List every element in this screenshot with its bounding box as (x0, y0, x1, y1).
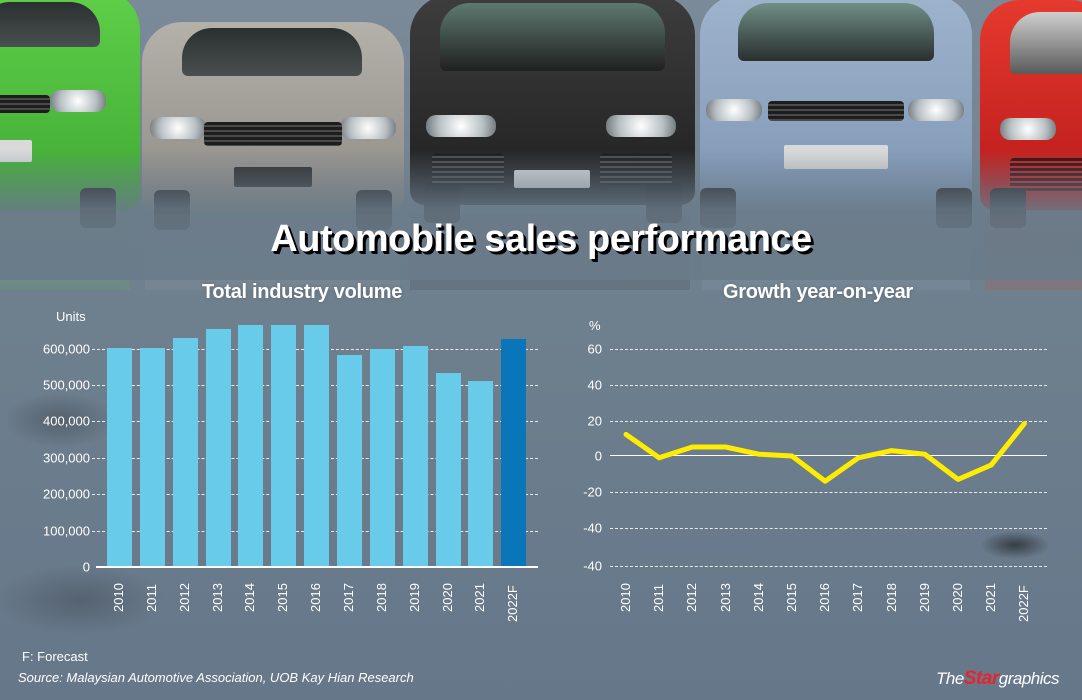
bar-forecast (501, 338, 527, 566)
left-y-tick-label: 500,000 (43, 377, 90, 393)
left-chart-subtitle: Total industry volume (202, 281, 403, 303)
right-x-tick-label: 2011 (651, 584, 667, 612)
logo-graphics: graphics (998, 669, 1060, 688)
right-zero-line (610, 455, 1047, 456)
right-gridline (610, 566, 1047, 567)
cars-illustration (0, 0, 1082, 290)
right-x-tick-label: 2019 (916, 583, 932, 612)
right-y-tick-label: -40 (583, 520, 602, 536)
bar (402, 346, 428, 566)
left-x-axis-line (96, 566, 538, 568)
right-y-tick-label: -40 (583, 558, 602, 574)
logo-the: The (936, 669, 964, 688)
left-y-tick-label: 0 (82, 559, 90, 575)
right-gridline (610, 528, 1047, 529)
right-y-tick-label: 0 (594, 448, 602, 464)
cars-fade-overlay (0, 150, 1082, 280)
bar (435, 373, 461, 566)
thestar-graphics-logo: TheStargraphics (936, 668, 1060, 690)
right-gridline (610, 348, 1047, 350)
right-y-axis-unit: % (589, 318, 601, 333)
right-x-tick-label: 2017 (850, 583, 866, 612)
bar (468, 380, 494, 566)
right-y-tick-label: 40 (587, 377, 602, 392)
right-x-tick-label: 2010 (618, 583, 633, 612)
bar (172, 338, 198, 566)
infographic-title: Automobile sales performance (270, 218, 812, 260)
right-x-tick-label: 2020 (950, 583, 965, 612)
bar (304, 324, 330, 566)
bar (139, 347, 165, 566)
right-x-tick-label: 2012 (684, 583, 700, 612)
left-y-tick-label: 300,000 (43, 450, 90, 466)
right-x-tick-label: 2014 (750, 583, 766, 612)
right-y-tick-label: 60 (587, 341, 602, 356)
left-y-axis-unit: Units (56, 309, 86, 324)
bar (107, 347, 132, 566)
source-note: Source: Malaysian Automotive Association… (18, 670, 414, 685)
logo-star: Star (963, 668, 999, 689)
left-y-tick-label: 100,000 (43, 523, 90, 539)
right-y-tick-label: 20 (587, 413, 602, 428)
left-y-tick-label: 600,000 (43, 341, 90, 357)
bar (336, 355, 362, 566)
forecast-footnote: F: Forecast (22, 649, 88, 664)
bar (205, 328, 231, 566)
right-x-tick-label: 2021 (983, 583, 999, 612)
bar (271, 324, 297, 566)
right-x-tick-label: 2018 (883, 583, 899, 612)
right-gridline (610, 384, 1047, 386)
right-y-tick-label: -20 (583, 484, 602, 500)
bar (369, 349, 395, 566)
growth-line (623, 421, 1027, 484)
right-x-tick-label: 2016 (817, 583, 833, 612)
bar (238, 324, 264, 566)
right-x-tick-label: 2015 (784, 583, 799, 612)
right-x-tick-label: 2022F (1016, 585, 1032, 622)
right-gridline (610, 492, 1047, 493)
right-gridline (610, 420, 1047, 422)
right-x-tick-label: 2013 (717, 583, 733, 612)
left-y-tick-label: 400,000 (43, 413, 90, 429)
right-chart-subtitle: Growth year-on-year (723, 281, 913, 303)
left-y-tick-label: 200,000 (43, 486, 90, 502)
